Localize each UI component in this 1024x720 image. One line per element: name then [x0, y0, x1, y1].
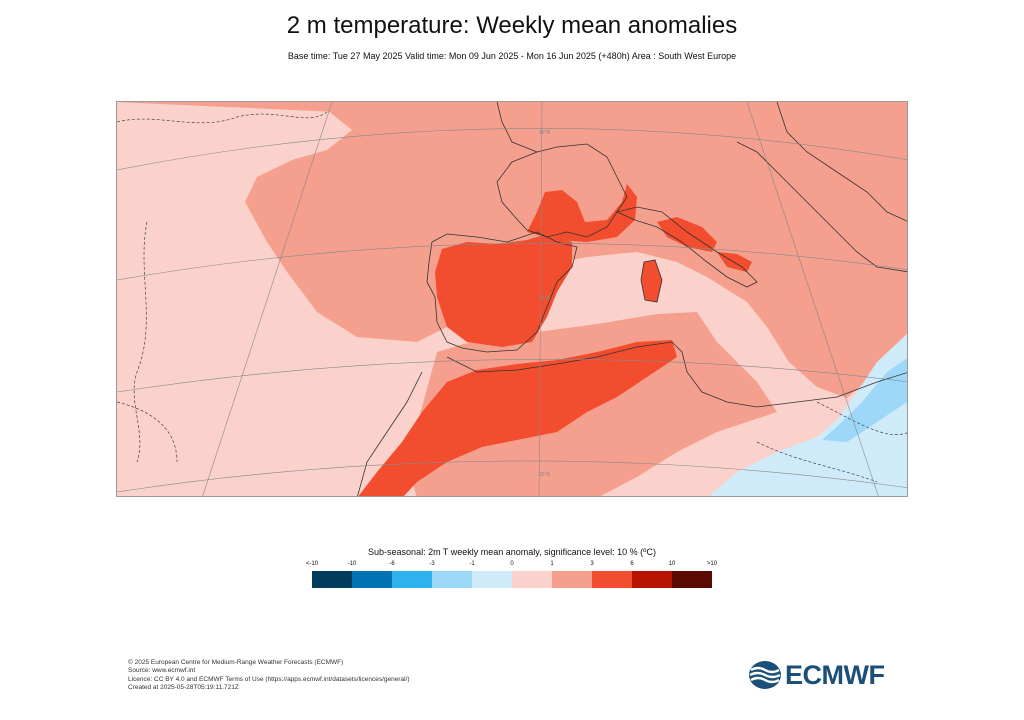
ecmwf-logo: ECMWF — [748, 660, 898, 690]
grid-label-45n: 45°N — [539, 130, 551, 136]
legend-tick: 6 — [630, 561, 634, 567]
lat-lon-grid — [117, 102, 907, 496]
grid-label-35n: 35°N — [539, 472, 551, 478]
legend-color-swatch — [432, 571, 472, 588]
anomaly-zone-3-6-france — [527, 184, 637, 242]
legend-tick: 1 — [550, 561, 554, 567]
legend-color-swatch — [672, 571, 712, 588]
legend-color-bar — [312, 571, 712, 588]
anomaly-zone-1-3-north — [117, 102, 907, 177]
legend-tick-labels: <-10 -10 -6 -3 -1 0 1 3 6 10 >10 — [306, 561, 717, 571]
legend-tick: 0 — [510, 561, 514, 567]
legend-title: Sub-seasonal: 2m T weekly mean anomaly, … — [368, 547, 656, 557]
anomaly-zone-3-6-italy — [657, 217, 717, 252]
coastlines — [357, 102, 907, 496]
legend-color-swatch — [592, 571, 632, 588]
legend-color-swatch — [552, 571, 592, 588]
legend-color-swatch — [632, 571, 672, 588]
anomaly-map: 45°N 40°N 35°N — [116, 101, 908, 497]
legend-color-swatch — [392, 571, 432, 588]
chart-subtitle: Base time: Tue 27 May 2025 Valid time: M… — [287, 51, 737, 61]
legend-tick: -1 — [469, 561, 475, 567]
anomaly-zone-3-6-iberia — [435, 234, 572, 347]
legend-tick: 10 — [668, 561, 676, 567]
anomaly-zone-3-6-sardinia — [641, 260, 662, 302]
legend-color-swatch — [512, 571, 552, 588]
footer-created: Created at 2025-05-28T05:19:11.721Z — [128, 684, 239, 692]
legend-color-swatch — [352, 571, 392, 588]
grid-label-40n: 40°N — [539, 296, 551, 302]
ecmwf-logo-text: ECMWF — [785, 659, 885, 690]
legend-tick: >10 — [706, 561, 718, 567]
footer-source: Source: www.ecmwf.int — [128, 667, 196, 675]
legend-color-swatch — [472, 571, 512, 588]
legend-tick: <-10 — [305, 561, 319, 567]
map-canvas: 45°N 40°N 35°N — [117, 102, 907, 496]
footer-licence: Licence: CC BY 4.0 and ECMWF Terms of Us… — [128, 675, 410, 683]
legend-tick: -6 — [389, 561, 395, 567]
anomaly-zone-minus1-0 — [709, 333, 907, 496]
significance-contours — [117, 111, 907, 483]
ecmwf-logo-icon — [749, 661, 781, 689]
footer-copyright: © 2025 European Centre for Medium-Range … — [128, 659, 344, 666]
legend-color-swatch — [312, 571, 352, 588]
chart-title: 2 m temperature: Weekly mean anomalies — [286, 12, 738, 39]
footer-credits: © 2025 European Centre for Medium-Range … — [128, 659, 410, 693]
legend-tick: 3 — [590, 561, 594, 567]
legend-tick: -10 — [347, 561, 357, 567]
legend-tick: -3 — [429, 561, 435, 567]
anomaly-zone-3-6-maghreb — [358, 340, 677, 496]
